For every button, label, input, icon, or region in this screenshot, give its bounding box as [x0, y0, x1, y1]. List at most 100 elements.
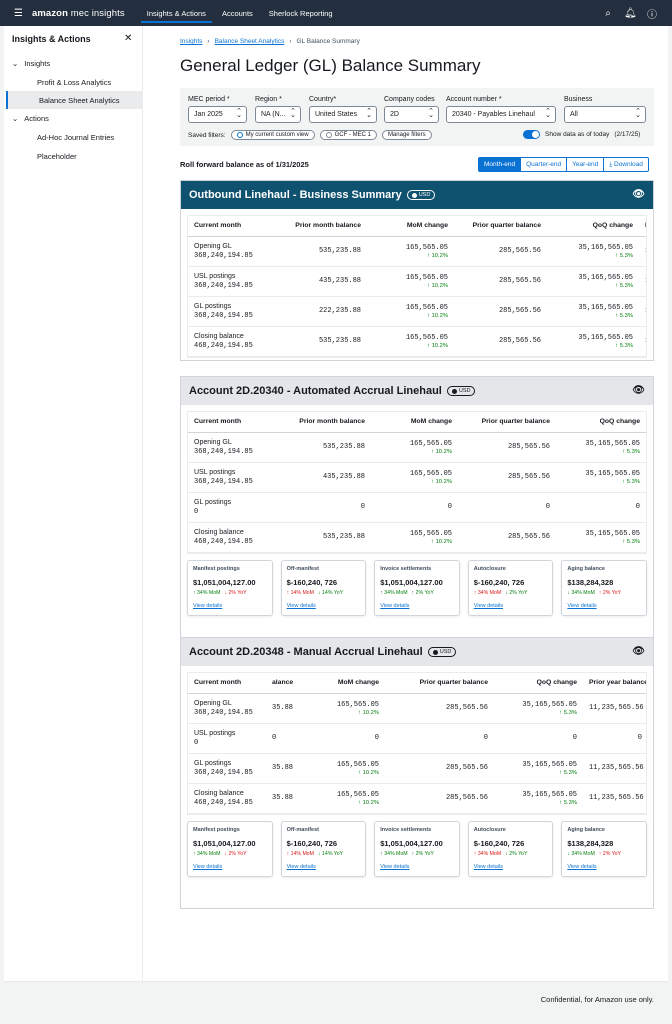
view-details-link[interactable]: View details	[286, 602, 316, 609]
currency-badge: USD	[427, 647, 457, 657]
prior-quarter-cell: 0	[458, 492, 556, 523]
qoq-pct: 5.3%	[553, 313, 633, 319]
view-details-link[interactable]: View details	[380, 602, 410, 609]
business-select[interactable]: All ⌃ ⌄	[564, 106, 646, 123]
saved-filter-custom-view[interactable]: My current custom view	[230, 130, 315, 140]
help-icon[interactable]: ⓘ	[647, 9, 657, 21]
data-table: Current month alance MoM change Prior qu…	[187, 672, 647, 815]
section-title: Outbound Linehaul - Business Summary	[189, 189, 402, 201]
search-icon[interactable]: ⌕	[605, 7, 611, 19]
table-row: Opening GL 368,240,194.85 535,235.88 165,…	[188, 236, 646, 267]
metric-card-autoclosure: Autoclosure $-160,240, 726 ↑ 34% MoM ↓ 2%…	[467, 820, 554, 877]
eye-icon[interactable]: 👁︎	[632, 646, 645, 657]
chevron-updown-icon: ⌃ ⌄	[635, 108, 641, 119]
view-details-link[interactable]: View details	[193, 863, 223, 870]
section-manual-accrual: Account 2D.20348 - Manual Accrual Lineha…	[180, 637, 654, 909]
eye-icon[interactable]: 👁︎	[632, 189, 645, 200]
column-header: QoQ change	[556, 412, 646, 433]
mom-cell: 165,565.05	[336, 760, 379, 769]
show-today-toggle[interactable]	[523, 130, 540, 139]
qoq-cell: 35,165,565.05	[585, 529, 640, 538]
notification-bell-icon[interactable]: 🔔︎	[624, 7, 637, 19]
view-details-link[interactable]: View details	[380, 863, 410, 870]
mom-cell: 0	[298, 723, 385, 754]
prior-year-cell: 11	[639, 236, 646, 267]
metric-cards: Manifest postings $1,051,004,127.00 ↑ 34…	[187, 559, 647, 616]
download-button[interactable]: ⤓ Download	[603, 157, 649, 172]
top-nav-insights-actions[interactable]: Insights & Actions	[139, 0, 214, 26]
prior-quarter-cell: 285,565.56	[385, 693, 494, 724]
saved-filters: Saved filters: My current custom view GC…	[188, 130, 432, 140]
chevron-down-icon: ⌄	[12, 59, 19, 68]
top-navigation-bar: ☰ amazon mec insights Insights & Actions…	[0, 0, 672, 26]
prior-year-cell: 11	[639, 266, 646, 297]
sidebar: Insights & Actions ✕ ⌄ Insights Profit & …	[4, 26, 143, 981]
row-label: Closing balance	[194, 332, 244, 340]
view-details-link[interactable]: View details	[193, 602, 223, 609]
column-header: alance	[266, 673, 298, 694]
column-header: Current month	[188, 216, 273, 237]
region-filter: Region * NA (N... ⌃ ⌄	[255, 96, 301, 123]
qoq-pct: 5.3%	[500, 800, 577, 806]
prior-year-cell: 11,235,565.56	[583, 783, 646, 814]
sidebar-item-balance-sheet[interactable]: Balance Sheet Analytics	[6, 91, 143, 109]
view-details-link[interactable]: View details	[286, 863, 316, 870]
qoq-cell: 35,165,565.05	[578, 333, 633, 342]
view-details-link[interactable]: View details	[473, 863, 504, 870]
metric-card-invoice-settlements: Invoice settlements $1,051,004,127.00 ↑ …	[374, 559, 460, 616]
segment-month-end[interactable]: Month-end	[478, 157, 522, 172]
mom-pct: 10.2%	[377, 449, 452, 455]
data-table: Current month Prior month balance MoM ch…	[187, 411, 647, 554]
saved-filter-gcf-mec1[interactable]: GCF - MEC 1	[319, 130, 377, 140]
view-details-link[interactable]: View details	[473, 602, 504, 609]
prior-month-cell: 35.88	[266, 753, 298, 784]
mom-cell: 165,565.05	[409, 529, 452, 538]
currency-badge: USD	[446, 386, 476, 396]
mec-period-filter: MEC period * Jan 2025 ⌃ ⌄	[188, 96, 247, 123]
mec-period-select[interactable]: Jan 2025 ⌃ ⌄	[188, 106, 247, 123]
sidebar-section-insights[interactable]: ⌄ Insights	[12, 59, 51, 68]
qoq-cell: 35,165,565.05	[578, 243, 633, 252]
metric-card-off-manifest: Off-manifest $-160,240, 726 ↑ 14% MoM ↓ 1…	[280, 820, 367, 877]
top-nav-accounts[interactable]: Accounts	[221, 8, 253, 18]
prior-year-cell	[646, 492, 647, 522]
eye-icon[interactable]: 👁︎	[632, 385, 645, 396]
sidebar-item-profit-loss[interactable]: Profit & Loss Analytics	[37, 78, 112, 87]
column-header: Prior month balance	[273, 216, 367, 237]
app-logo[interactable]: amazon mec insights	[32, 7, 125, 19]
qoq-cell: 35,165,565.05	[578, 273, 633, 282]
region-select[interactable]: NA (N... ⌃ ⌄	[255, 106, 301, 123]
row-value: 368,240,194.85	[194, 447, 253, 456]
sidebar-item-adhoc-journal[interactable]: Ad-Hoc Journal Entries	[37, 133, 115, 142]
account-number-filter: Account number * 20340 - Payables Lineha…	[446, 96, 556, 123]
breadcrumb-balance-sheet[interactable]: Balance Sheet Analytics	[214, 38, 285, 45]
view-details-link[interactable]: View details	[567, 863, 597, 870]
sidebar-section-actions[interactable]: ⌄ Actions	[12, 114, 49, 123]
manage-filters-button[interactable]: Manage filters	[381, 130, 432, 140]
sidebar-item-placeholder[interactable]: Placeholder	[37, 152, 77, 161]
qoq-cell: 35,165,565.05	[585, 439, 640, 448]
prior-quarter-cell: 285,565.56	[454, 236, 547, 267]
prior-quarter-cell: 0	[385, 723, 494, 754]
period-segmented-control: Month-end Quarter-end Year-end ⤓ Downloa…	[478, 157, 649, 172]
mom-cell: 165,565.05	[336, 700, 379, 709]
prior-year-cell: 11	[639, 326, 646, 357]
row-value: 368,240,194.85	[194, 311, 253, 320]
menu-icon[interactable]: ☰	[14, 7, 23, 19]
mom-cell: 165,565.05	[405, 333, 448, 342]
segment-quarter-end[interactable]: Quarter-end	[520, 157, 568, 172]
top-nav-sherlock-reporting[interactable]: Sherlock Reporting	[268, 8, 333, 18]
row-value: 368,240,194.85	[194, 251, 253, 260]
country-select[interactable]: United States ⌃ ⌄	[309, 106, 377, 123]
segment-year-end[interactable]: Year-end	[566, 157, 605, 172]
row-value: 368,240,194.85	[194, 477, 253, 486]
page-title: General Ledger (GL) Balance Summary	[180, 56, 481, 75]
close-icon[interactable]: ✕	[124, 33, 133, 44]
account-number-select[interactable]: 20340 - Payables Linehaul ⌃ ⌄	[446, 106, 556, 123]
mom-cell: 165,565.05	[405, 273, 448, 282]
mom-cell: 165,565.05	[405, 243, 448, 252]
saved-filters-label: Saved filters:	[188, 131, 226, 139]
breadcrumb-insights[interactable]: Insights	[180, 38, 203, 45]
company-codes-select[interactable]: 2D ⌃ ⌄	[384, 106, 439, 123]
view-details-link[interactable]: View details	[567, 602, 597, 609]
